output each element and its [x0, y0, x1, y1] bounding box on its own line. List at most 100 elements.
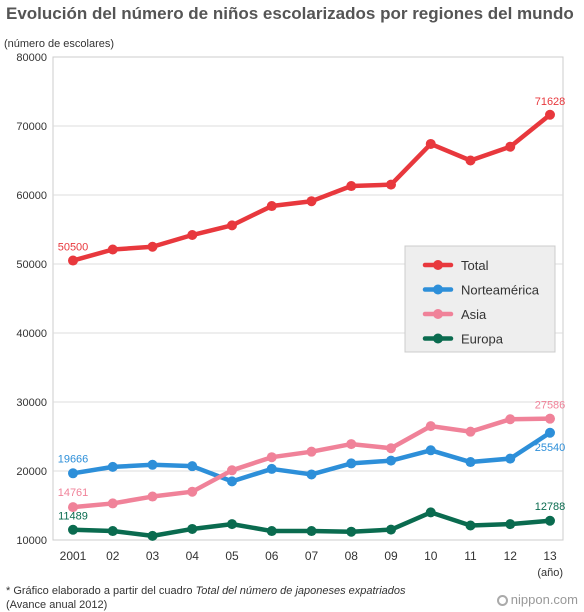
data-point-norteamérica [227, 476, 237, 487]
data-label: 11489 [58, 511, 88, 523]
data-point-europa [306, 526, 317, 537]
x-tick-label: 08 [345, 549, 359, 563]
footnote-source: * Gráfico elaborado a partir del cuadro … [6, 585, 406, 597]
x-tick-label: 02 [106, 549, 120, 563]
data-point-asia [266, 452, 277, 463]
y-tick-label: 50000 [16, 259, 47, 271]
legend-label: Europa [461, 332, 504, 347]
data-point-norteamérica [68, 468, 78, 479]
data-point-europa [266, 526, 277, 537]
data-point-asia [187, 486, 198, 497]
data-point-norteamérica [545, 427, 555, 438]
data-point-total [306, 196, 317, 207]
data-point-europa [68, 524, 78, 535]
data-point-asia [346, 439, 357, 450]
footnote-edition: (Avance anual 2012) [6, 599, 108, 611]
legend-label: Asia [461, 307, 487, 322]
data-point-asia [465, 426, 476, 437]
logo-circle-icon [496, 595, 508, 606]
data-point-total [386, 179, 396, 190]
data-point-total [425, 138, 436, 149]
data-label: 14761 [58, 487, 89, 499]
data-point-europa [187, 523, 198, 534]
x-tick-label: 03 [146, 549, 160, 563]
data-point-asia [386, 443, 396, 454]
series-line-total [70, 112, 553, 263]
data-point-total [505, 141, 516, 152]
data-point-total [147, 241, 158, 252]
data-point-total [227, 220, 237, 231]
data-point-europa [107, 526, 118, 537]
x-tick-label: 12 [504, 549, 518, 563]
y-tick-label: 70000 [16, 121, 47, 133]
data-point-europa [465, 520, 476, 531]
chart-title: Evolución del número de niños escolariza… [6, 4, 574, 23]
data-point-norteamérica [425, 445, 436, 456]
data-point-asia [425, 421, 436, 432]
x-tick-label: 11 [464, 549, 477, 563]
data-point-total [465, 155, 476, 166]
data-point-norteamérica [266, 463, 277, 474]
legend-swatch-dot [433, 284, 443, 295]
data-point-asia [68, 502, 78, 513]
legend-label: Total [461, 258, 489, 273]
data-point-norteamérica [107, 461, 118, 472]
data-point-asia [505, 414, 516, 425]
legend-swatch-dot [433, 333, 443, 344]
legend-label: Norteamérica [461, 283, 540, 298]
data-point-norteamérica [147, 459, 158, 470]
data-point-europa [346, 526, 357, 537]
plot-area [52, 56, 564, 541]
y-tick-label: 20000 [16, 466, 47, 478]
data-point-europa [147, 530, 158, 541]
data-point-total [187, 230, 198, 241]
data-point-europa [386, 524, 396, 535]
data-point-asia [107, 498, 118, 509]
data-point-norteamérica [386, 455, 396, 466]
data-point-total [68, 255, 78, 266]
data-label: 25540 [535, 442, 566, 454]
data-point-asia [306, 446, 317, 457]
data-point-asia [147, 491, 158, 502]
data-point-europa [227, 519, 237, 530]
y-tick-label: 10000 [16, 535, 47, 547]
x-tick-label: 04 [186, 549, 200, 563]
x-tick-label: 05 [225, 549, 239, 563]
data-point-total [346, 181, 357, 192]
data-label: 19666 [58, 453, 89, 465]
legend-swatch-dot [433, 260, 443, 270]
line-chart: 10000 20000 30000 40000 50000 60000 70000 80000… [4, 38, 566, 579]
y-tick-label: 80000 [16, 52, 47, 64]
x-tick-label: 13 [543, 549, 557, 563]
data-point-total [545, 109, 555, 120]
data-point-europa [505, 519, 516, 530]
data-point-norteamérica [306, 469, 317, 480]
y-tick-label: 30000 [16, 397, 47, 409]
footnote-prefix: * Gráfico elaborado a partir del cuadro [6, 585, 196, 597]
x-tick-label: 07 [305, 549, 319, 563]
data-point-total [107, 244, 118, 255]
x-tick-label: 2001 [60, 549, 87, 563]
data-label: 27586 [535, 400, 566, 412]
data-point-europa [545, 515, 555, 526]
data-label: 50500 [58, 242, 89, 254]
y-axis-label: (número de escolares) [4, 38, 114, 50]
x-tick-label: 06 [265, 549, 279, 563]
logo: nippon.com [496, 592, 578, 607]
logo-text: nippon.com [510, 592, 578, 607]
data-point-asia [545, 413, 555, 424]
x-axis-label: (año) [537, 567, 563, 579]
legend-swatch-dot [433, 309, 443, 319]
data-point-total [266, 201, 277, 212]
y-tick-label: 40000 [16, 328, 47, 340]
data-point-norteamérica [505, 453, 516, 464]
data-point-norteamérica [346, 458, 357, 469]
data-label: 12788 [535, 501, 566, 513]
footnote-source-title: Total del número de japoneses expatriado… [195, 585, 406, 597]
x-tick-label: 09 [384, 549, 398, 563]
data-point-norteamérica [465, 457, 476, 468]
x-tick-label: 10 [424, 549, 438, 563]
data-point-norteamérica [187, 461, 198, 472]
y-tick-label: 60000 [16, 190, 47, 202]
data-label: 71628 [535, 96, 566, 108]
